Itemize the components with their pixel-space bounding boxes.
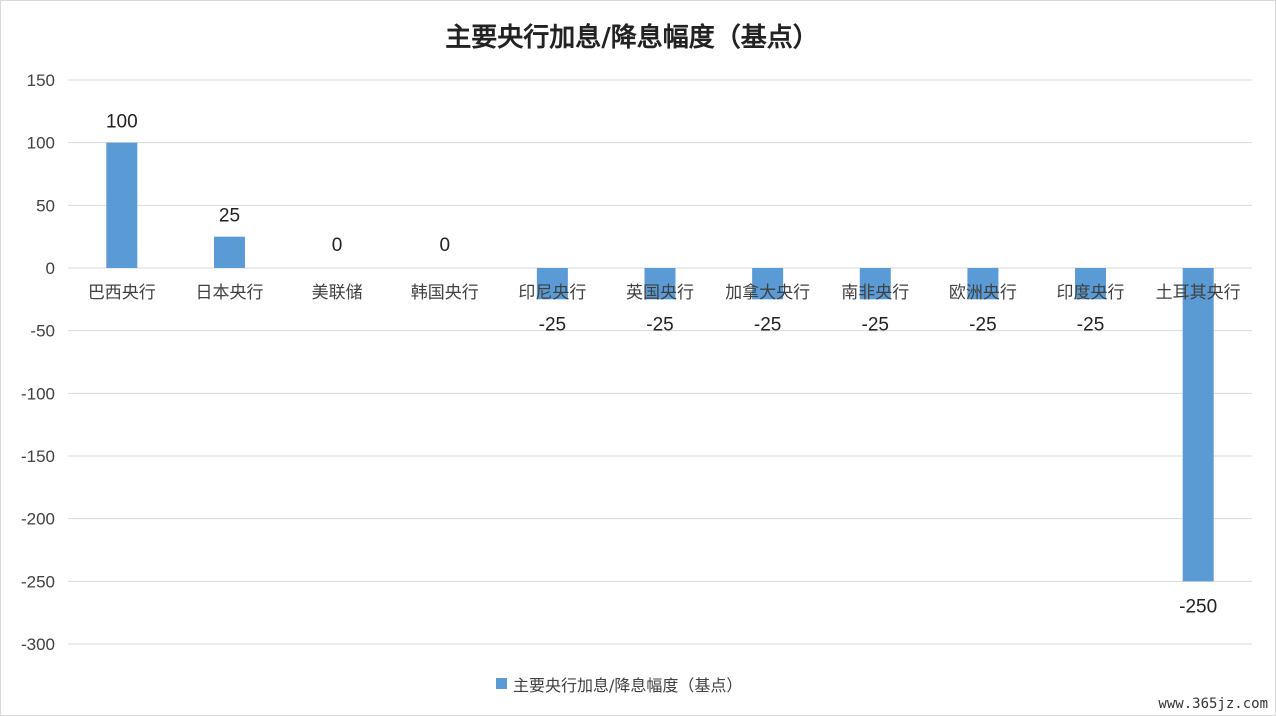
category-label: 美联储 (312, 283, 363, 303)
bar (967, 268, 999, 300)
y-tick-label: -250 (21, 572, 55, 591)
category-label: 欧洲央行 (949, 283, 1017, 303)
legend-label: 主要央行加息/降息幅度（基点） (513, 676, 742, 695)
legend-swatch (496, 678, 507, 689)
category-label: 韩国央行 (411, 283, 479, 303)
data-label: -25 (1077, 314, 1104, 335)
y-tick-label: -150 (21, 447, 55, 466)
bar (213, 236, 245, 268)
data-label: 25 (219, 206, 240, 227)
bar (1182, 268, 1214, 582)
data-label: -25 (969, 314, 996, 335)
y-tick-label: -200 (21, 510, 55, 529)
bar (752, 268, 784, 300)
y-tick-label: 100 (27, 134, 55, 153)
chart-title: 主要央行加息/降息幅度（基点） (445, 22, 819, 53)
y-axis-ticks: 150 100 50 0 -50 -100 -150 -200 -250 -300 (21, 71, 55, 654)
category-label: 南非央行 (841, 283, 909, 303)
category-label: 英国央行 (626, 283, 694, 303)
bars (106, 142, 1214, 582)
y-tick-label: 150 (27, 71, 55, 90)
legend: 主要央行加息/降息幅度（基点） (496, 676, 742, 695)
category-label: 加拿大央行 (725, 282, 810, 303)
data-label: 100 (106, 112, 138, 133)
data-label: -25 (862, 314, 889, 335)
category-label: 土耳其央行 (1156, 283, 1241, 303)
gridlines (68, 79, 1252, 645)
data-label: 0 (332, 235, 343, 256)
watermark-text: www.365jz.com (1158, 696, 1268, 712)
y-tick-label: -300 (21, 635, 55, 654)
data-label: -250 (1179, 596, 1217, 617)
category-label: 巴西央行 (88, 283, 156, 303)
data-label: -25 (646, 314, 673, 335)
bar (859, 268, 891, 300)
data-label: -25 (754, 314, 781, 335)
bar (106, 142, 138, 268)
y-tick-label: 0 (46, 259, 55, 278)
data-label: 0 (439, 235, 450, 256)
data-label: -25 (539, 314, 566, 335)
y-tick-label: -100 (21, 384, 55, 403)
bar (536, 268, 568, 300)
category-label: 日本央行 (195, 283, 263, 303)
y-tick-label: -50 (30, 322, 55, 341)
bar (1075, 268, 1107, 300)
y-tick-label: 50 (36, 196, 55, 215)
category-labels: 巴西央行 日本央行 美联储 韩国央行 印尼央行 英国央行 加拿大央行 南非央行 欧洲央行 印度央行… (88, 282, 1241, 303)
bar (644, 268, 676, 300)
category-label: 印度央行 (1057, 283, 1125, 303)
category-label: 印尼央行 (518, 283, 586, 303)
data-labels: 100 25 0 0 -25 -25 -25 -25 -25 -25 -250 (106, 112, 1217, 618)
